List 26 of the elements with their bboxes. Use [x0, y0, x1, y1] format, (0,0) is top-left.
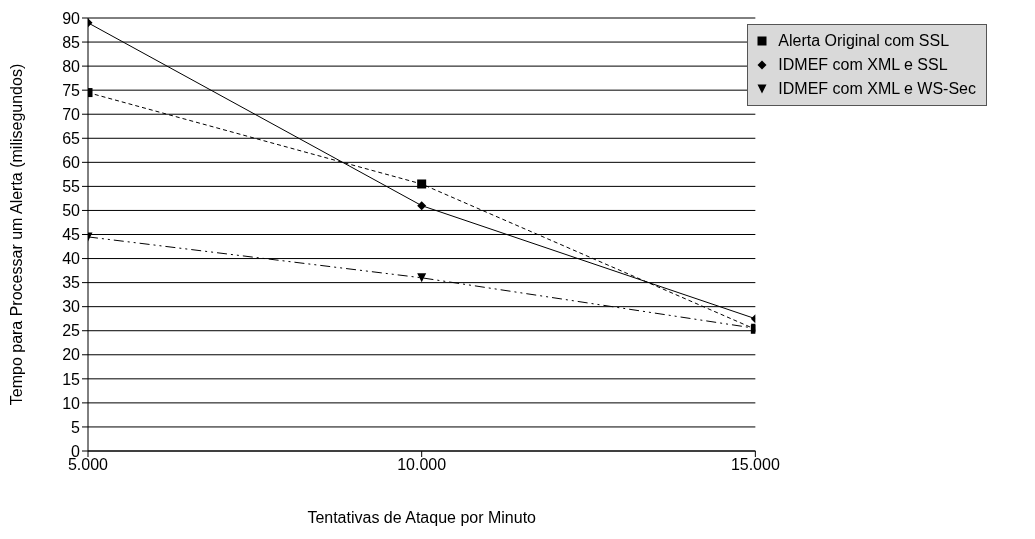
x-axis-title: Tentativas de Ataque por Minuto	[307, 509, 537, 526]
y-axis-title: Tempo para Processar um Alerta (milisegundos)	[7, 63, 25, 406]
legend-label: IDMEF com XML e WS-Sec	[778, 80, 976, 98]
y-tick-label: 35	[62, 274, 81, 292]
y-tick-label: 25	[62, 322, 81, 340]
y-tick-label: 20	[62, 346, 81, 364]
y-tick-label: 55	[62, 178, 81, 196]
y-tick-label: 5	[71, 418, 81, 436]
x-tick-label: 5.000	[67, 456, 109, 474]
y-tick-label: 50	[62, 202, 81, 220]
y-tick-label: 75	[62, 81, 81, 99]
y-tick-label: 70	[62, 105, 81, 123]
y-tick-label: 40	[62, 250, 81, 268]
y-tick-label: 85	[62, 33, 81, 51]
legend-label: IDMEF com XML e SSL	[778, 56, 948, 74]
x-tick-label: 10.000	[397, 456, 447, 474]
y-tick-label: 10	[62, 394, 81, 412]
legend-label: Alerta Original com SSL	[778, 32, 950, 50]
y-tick-label: 30	[62, 298, 81, 316]
y-tick-label: 15	[62, 370, 81, 388]
y-tick-label: 45	[62, 226, 81, 244]
y-tick-label: 60	[62, 154, 81, 172]
y-tick-label: 80	[62, 57, 81, 75]
y-tick-label: 90	[62, 9, 81, 27]
y-tick-label: 65	[62, 129, 81, 147]
x-tick-label: 15.000	[730, 456, 780, 474]
